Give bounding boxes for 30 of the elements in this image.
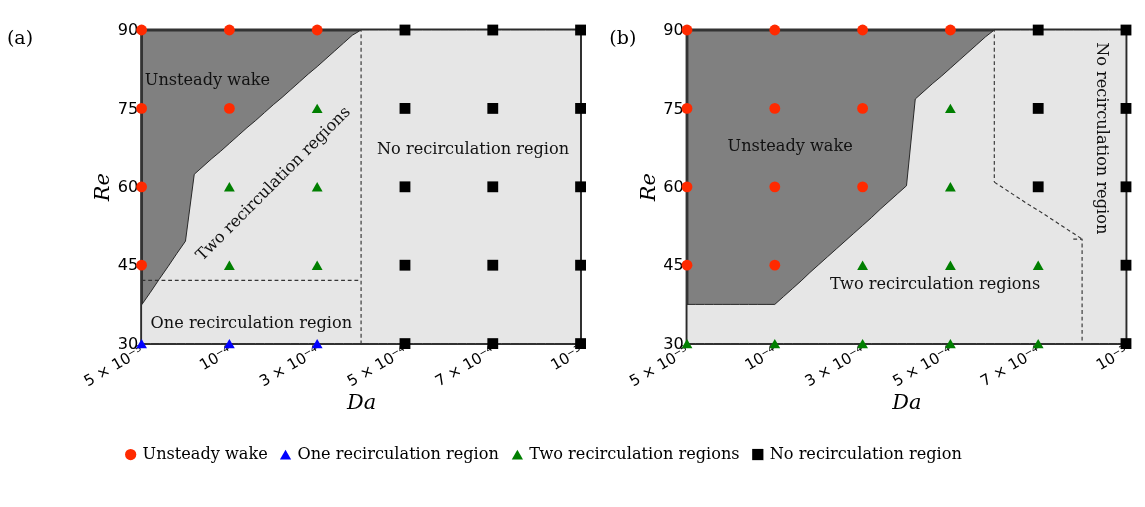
- x-axis-title: Da: [891, 390, 922, 415]
- legend-label: Two recirculation regions: [529, 444, 740, 464]
- y-tick-label: 45: [663, 255, 684, 275]
- annotation: One recirculation region: [150, 312, 353, 332]
- y-tick-label: 45: [117, 255, 139, 275]
- y-axis-title: Re: [635, 173, 660, 203]
- chart-title: (b): [609, 26, 637, 49]
- annotation: No recirculation region: [376, 138, 570, 158]
- annotation: Unsteady wake: [727, 135, 853, 155]
- x-tick-label: 10⁻⁴: [196, 341, 235, 375]
- y-tick-label: 75: [663, 98, 684, 118]
- annotation: Unsteady wake: [144, 69, 271, 89]
- x-tick-label: 3 × 10⁻⁴: [801, 341, 868, 391]
- x-tick-label: 10⁻⁴: [741, 341, 780, 375]
- legend-label: One recirculation region: [297, 444, 499, 464]
- y-tick-label: 90: [117, 20, 139, 40]
- x-tick-label: 5 × 10⁻⁴: [889, 341, 956, 391]
- y-tick-label: 60: [663, 177, 684, 197]
- legend-label: No recirculation region: [769, 444, 962, 464]
- annotation: No recirculation region: [1093, 42, 1113, 235]
- annotation: Two recirculation regions: [829, 273, 1041, 293]
- legend-label: Unsteady wake: [142, 444, 268, 464]
- x-tick-label: 3 × 10⁻⁴: [256, 341, 323, 391]
- x-tick-label: 7 × 10⁻⁴: [977, 341, 1044, 391]
- y-tick-label: 75: [117, 98, 139, 118]
- y-axis-title: Re: [90, 173, 115, 203]
- x-axis-title: Da: [345, 390, 377, 415]
- y-tick-label: 90: [663, 20, 684, 40]
- chart-title: (a): [6, 26, 34, 49]
- y-tick-label: 60: [117, 177, 139, 197]
